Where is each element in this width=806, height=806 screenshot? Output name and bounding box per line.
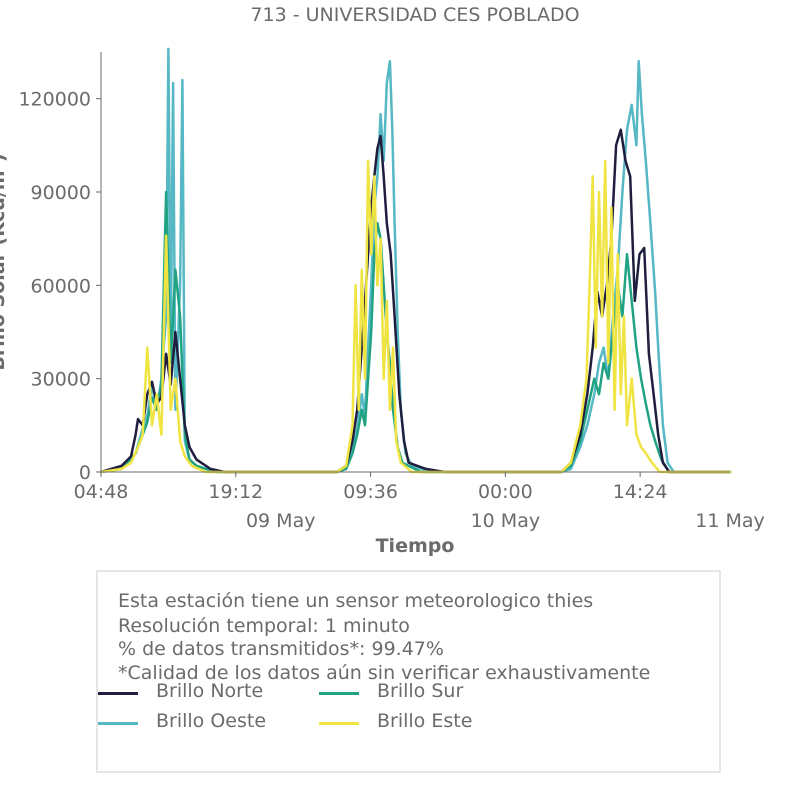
y-tick-label: 30000 xyxy=(31,369,91,391)
info-box: Esta estación tiene un sensor meteorolog… xyxy=(96,570,721,773)
legend-swatch-este xyxy=(319,722,359,725)
info-line-transmitted: % de datos transmitidos*: 99.47% xyxy=(118,638,444,660)
x-date-label: 10 May xyxy=(471,510,541,532)
series-line-brillo-oeste xyxy=(99,47,732,474)
legend-label-este: Brillo Este xyxy=(377,710,473,732)
x-date-label: 09 May xyxy=(246,510,316,532)
series-layer xyxy=(99,47,732,474)
series-line-brillo-este xyxy=(99,159,732,474)
x-tick-label: 04:48 xyxy=(74,481,129,503)
legend-swatch-sur xyxy=(319,692,359,695)
x-tick-label: 14:24 xyxy=(613,481,668,503)
legend-swatch-oeste xyxy=(98,722,138,725)
x-date-label: 11 May xyxy=(695,510,765,532)
y-axis-label: Brillo Solar (Kcd/m²) xyxy=(0,153,9,370)
y-tick-label: 60000 xyxy=(31,275,91,297)
info-line-resolution: Resolución temporal: 1 minuto xyxy=(118,615,410,637)
legend-swatch-norte xyxy=(98,692,138,695)
y-tick-label: 0 xyxy=(79,462,91,484)
x-tick-label: 00:00 xyxy=(478,481,533,503)
chart-title: 713 - UNIVERSIDAD CES POBLADO xyxy=(250,4,579,26)
y-tick-label: 90000 xyxy=(31,182,91,204)
legend-label-oeste: Brillo Oeste xyxy=(156,710,267,732)
chart: 713 - UNIVERSIDAD CES POBLADO Brillo Sol… xyxy=(0,4,765,557)
x-tick-label: 19:12 xyxy=(208,481,263,503)
series-line-brillo-norte xyxy=(99,128,732,474)
y-tick-label: 120000 xyxy=(18,89,91,111)
info-line-station: Esta estación tiene un sensor meteorolog… xyxy=(118,590,594,612)
x-axis-label: Tiempo xyxy=(376,535,455,557)
info-line-quality-note: *Calidad de los datos aún sin verificar … xyxy=(118,662,651,684)
legend-label-sur: Brillo Sur xyxy=(377,680,464,702)
x-tick-label: 09:36 xyxy=(343,481,398,503)
axes-layer: 0 30000 60000 90000 120000 04:48 19:12 09:36 00:… xyxy=(18,52,765,532)
legend-label-norte: Brillo Norte xyxy=(156,680,264,702)
